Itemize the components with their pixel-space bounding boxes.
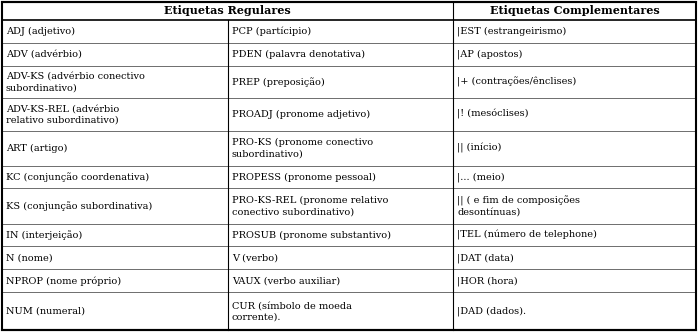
Text: ADV-KS-REL (advérbio
relativo subordinativo): ADV-KS-REL (advérbio relativo subordinat…	[6, 104, 119, 124]
Text: PRO-KS-REL (pronome relativo
conectivo subordinativo): PRO-KS-REL (pronome relativo conectivo s…	[232, 196, 388, 216]
Text: |... (meio): |... (meio)	[457, 172, 505, 182]
Text: PREP (preposição): PREP (preposição)	[232, 77, 325, 87]
Text: || (início): || (início)	[457, 143, 501, 153]
Text: PROADJ (pronome adjetivo): PROADJ (pronome adjetivo)	[232, 110, 370, 119]
Text: |HOR (hora): |HOR (hora)	[457, 276, 518, 286]
Text: |AP (apostos): |AP (apostos)	[457, 49, 522, 59]
Text: |DAT (data): |DAT (data)	[457, 253, 514, 263]
Text: |TEL (número de telephone): |TEL (número de telephone)	[457, 230, 597, 240]
Text: ADJ (adjetivo): ADJ (adjetivo)	[6, 27, 75, 36]
Text: PRO-KS (pronome conectivo
subordinativo): PRO-KS (pronome conectivo subordinativo)	[232, 138, 373, 158]
Text: |! (mesóclises): |! (mesóclises)	[457, 109, 528, 119]
Text: Etiquetas Complementares: Etiquetas Complementares	[489, 5, 660, 16]
Text: NPROP (nome próprio): NPROP (nome próprio)	[6, 276, 121, 286]
Text: Etiquetas Regulares: Etiquetas Regulares	[164, 5, 291, 16]
Text: PDEN (palavra denotativa): PDEN (palavra denotativa)	[232, 50, 365, 59]
Text: N (nome): N (nome)	[6, 254, 52, 263]
Text: PCP (partícipio): PCP (partícipio)	[232, 27, 311, 36]
Text: IN (interjeição): IN (interjeição)	[6, 230, 82, 240]
Text: || ( e fim de composições
desontínuas): || ( e fim de composições desontínuas)	[457, 195, 580, 217]
Text: |DAD (dados).: |DAD (dados).	[457, 306, 526, 316]
Text: KC (conjunção coordenativa): KC (conjunção coordenativa)	[6, 172, 149, 182]
Text: PROPESS (pronome pessoal): PROPESS (pronome pessoal)	[232, 172, 376, 182]
Text: ADV-KS (advérbio conectivo
subordinativo): ADV-KS (advérbio conectivo subordinativo…	[6, 72, 145, 92]
Text: PROSUB (pronome substantivo): PROSUB (pronome substantivo)	[232, 230, 391, 239]
Text: V (verbo): V (verbo)	[232, 254, 278, 263]
Text: NUM (numeral): NUM (numeral)	[6, 307, 85, 316]
Text: ART (artigo): ART (artigo)	[6, 144, 68, 153]
Text: VAUX (verbo auxiliar): VAUX (verbo auxiliar)	[232, 276, 340, 285]
Text: KS (conjunção subordinativa): KS (conjunção subordinativa)	[6, 201, 152, 211]
Text: CUR (símbolo de moeda
corrente).: CUR (símbolo de moeda corrente).	[232, 301, 352, 321]
Text: ADV (advérbio): ADV (advérbio)	[6, 50, 82, 59]
Text: |+ (contrações/ênclises): |+ (contrações/ênclises)	[457, 77, 577, 87]
Text: |EST (estrangeirismo): |EST (estrangeirismo)	[457, 27, 566, 36]
